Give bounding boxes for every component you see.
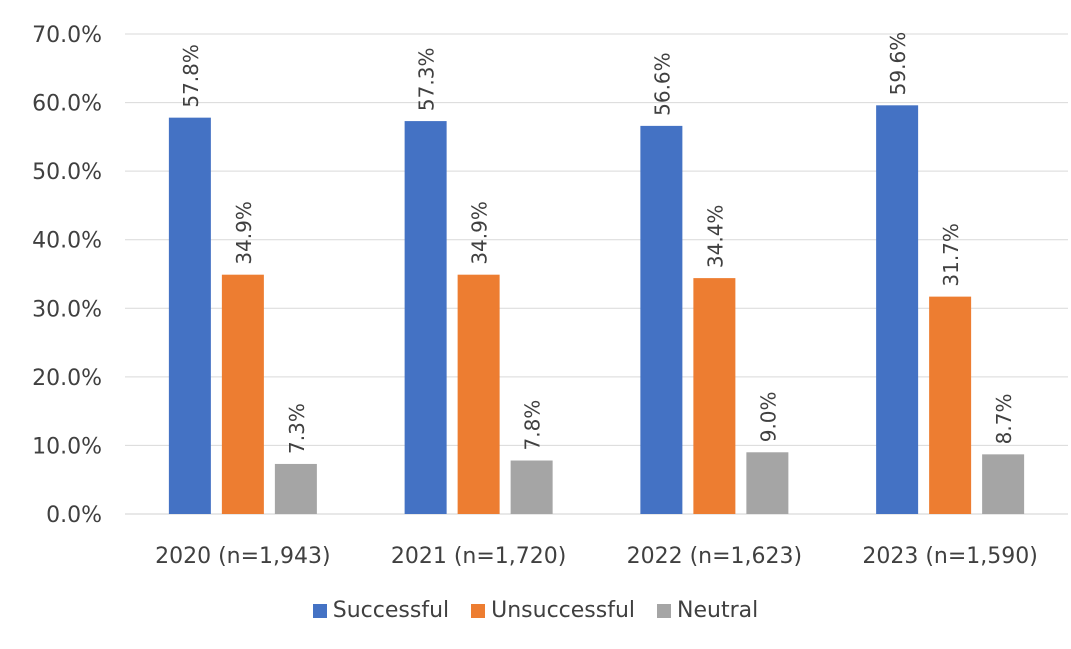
legend-swatch-successful xyxy=(312,603,327,618)
legend-label-neutral: Neutral xyxy=(677,598,759,623)
bar-unsuccessful[interactable] xyxy=(221,274,264,514)
legend-label-unsuccessful: Unsuccessful xyxy=(491,598,636,623)
data-label: 56.6% xyxy=(650,52,674,116)
data-label: 9.0% xyxy=(756,391,780,442)
legend-swatch-unsuccessful xyxy=(471,603,486,618)
y-tick-label: 50.0% xyxy=(32,160,102,185)
legend-item-neutral[interactable]: Neutral xyxy=(657,598,758,623)
data-label: 34.9% xyxy=(232,201,256,265)
data-label: 8.7% xyxy=(992,394,1016,445)
bar-successful[interactable] xyxy=(404,121,447,514)
bar-unsuccessful[interactable] xyxy=(929,296,972,514)
y-axis-tick-labels: 0.0% 10.0% 20.0% 30.0% 40.0% 50.0% 60.0% 70.0% xyxy=(32,23,102,528)
bar-successful[interactable] xyxy=(876,105,919,515)
data-label: 57.8% xyxy=(179,44,203,108)
x-tick-label: 2020 (n=1,943) xyxy=(155,544,331,569)
data-label: 34.4% xyxy=(703,205,727,269)
legend-swatch-neutral xyxy=(657,603,672,618)
bar-chart: 0.0%10.0%20.0%30.0%40.0%50.0%60.0%70.0% … xyxy=(32,23,1068,569)
chart-legend: Successful Unsuccessful Neutral xyxy=(0,598,1071,623)
data-label: 31.7% xyxy=(939,223,963,287)
x-axis-tick-labels: 2020 (n=1,943) 2021 (n=1,720) 2022 (n=1,62… xyxy=(155,544,1038,569)
data-label: 7.8% xyxy=(521,400,545,451)
y-tick-label: 30.0% xyxy=(32,297,102,322)
bar-neutral[interactable] xyxy=(510,460,553,514)
data-label: 57.3% xyxy=(415,48,439,112)
x-tick-label: 2023 (n=1,590) xyxy=(862,544,1038,569)
y-tick-label: 0.0% xyxy=(46,503,102,528)
bar-unsuccessful[interactable] xyxy=(693,278,736,514)
y-tick-label: 60.0% xyxy=(32,92,102,117)
y-tick-label: 40.0% xyxy=(32,229,102,254)
legend-item-successful[interactable]: Successful xyxy=(312,598,450,623)
gridlines xyxy=(125,33,1068,515)
data-label: 34.9% xyxy=(468,201,492,265)
legend-item-unsuccessful[interactable]: Unsuccessful xyxy=(471,598,635,623)
x-tick-label: 2022 (n=1,623) xyxy=(627,544,803,569)
legend-label-successful: Successful xyxy=(332,598,450,623)
y-tick-label: 70.0% xyxy=(32,23,102,48)
data-labels: 57.8% 34.9% 7.3% 57.3% 34.9% 7.8% 56.6% 34.4% 9.… xyxy=(179,32,1016,454)
bar-unsuccessful[interactable] xyxy=(457,274,500,514)
y-tick-label: 10.0% xyxy=(32,434,102,459)
bar-neutral[interactable] xyxy=(982,454,1025,514)
data-label: 59.6% xyxy=(886,32,910,96)
x-tick-label: 2021 (n=1,720) xyxy=(391,544,567,569)
data-label: 7.3% xyxy=(285,403,309,454)
bar-neutral[interactable] xyxy=(274,463,317,514)
bars xyxy=(168,105,1025,515)
bar-neutral[interactable] xyxy=(746,452,789,514)
bar-successful[interactable] xyxy=(168,117,211,515)
y-tick-label: 20.0% xyxy=(32,366,102,391)
bar-successful[interactable] xyxy=(640,125,683,514)
